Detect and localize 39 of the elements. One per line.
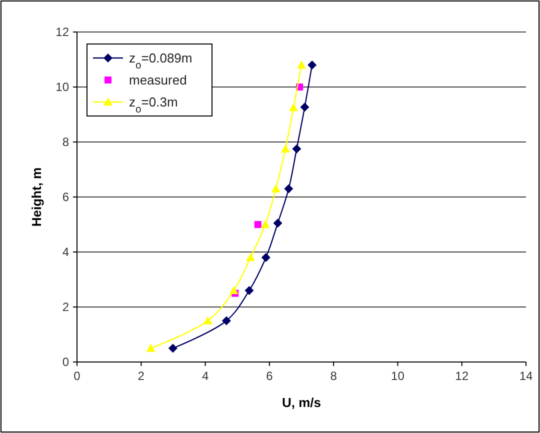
x-tick-label: 12 [455, 369, 469, 383]
y-tick-label: 10 [56, 80, 70, 94]
point [229, 286, 238, 294]
point [222, 316, 231, 326]
point [261, 253, 270, 262]
point [280, 144, 290, 152]
y-tick-label: 8 [62, 135, 70, 150]
x-tick-label: 0 [74, 369, 81, 383]
x-tick-label: 4 [202, 369, 209, 383]
x-tick-label: 10 [391, 369, 405, 383]
y-tick-label: 4 [62, 245, 70, 260]
point [203, 316, 212, 324]
point [284, 184, 294, 194]
point [292, 144, 302, 154]
y-tick-label: 12 [56, 25, 70, 40]
point [271, 184, 280, 192]
legend-label: z$_{o}$=0.089m [129, 50, 192, 72]
x-tick-label: 8 [330, 369, 338, 383]
legend-label: measured [129, 72, 187, 88]
point [244, 286, 254, 295]
y-tick-label: 6 [62, 190, 70, 204]
x-tick-label: 6 [266, 369, 274, 383]
point [254, 221, 262, 228]
legend-label: z$_{o}$=0.3m [129, 94, 178, 116]
x-axis-title: U, m/s [282, 395, 322, 410]
x-tick-label: 2 [138, 369, 145, 383]
y-tick-label: 0 [62, 355, 70, 370]
point [260, 220, 270, 228]
point [300, 102, 310, 112]
point [273, 218, 282, 228]
point [168, 344, 178, 353]
y-tick-label: 2 [62, 300, 70, 314]
x-tick-label: 14 [519, 369, 533, 383]
point [246, 253, 256, 262]
y-axis-title: Height, m [29, 167, 44, 227]
point [308, 60, 317, 70]
point [297, 60, 306, 69]
point [288, 103, 298, 112]
point [146, 344, 156, 352]
